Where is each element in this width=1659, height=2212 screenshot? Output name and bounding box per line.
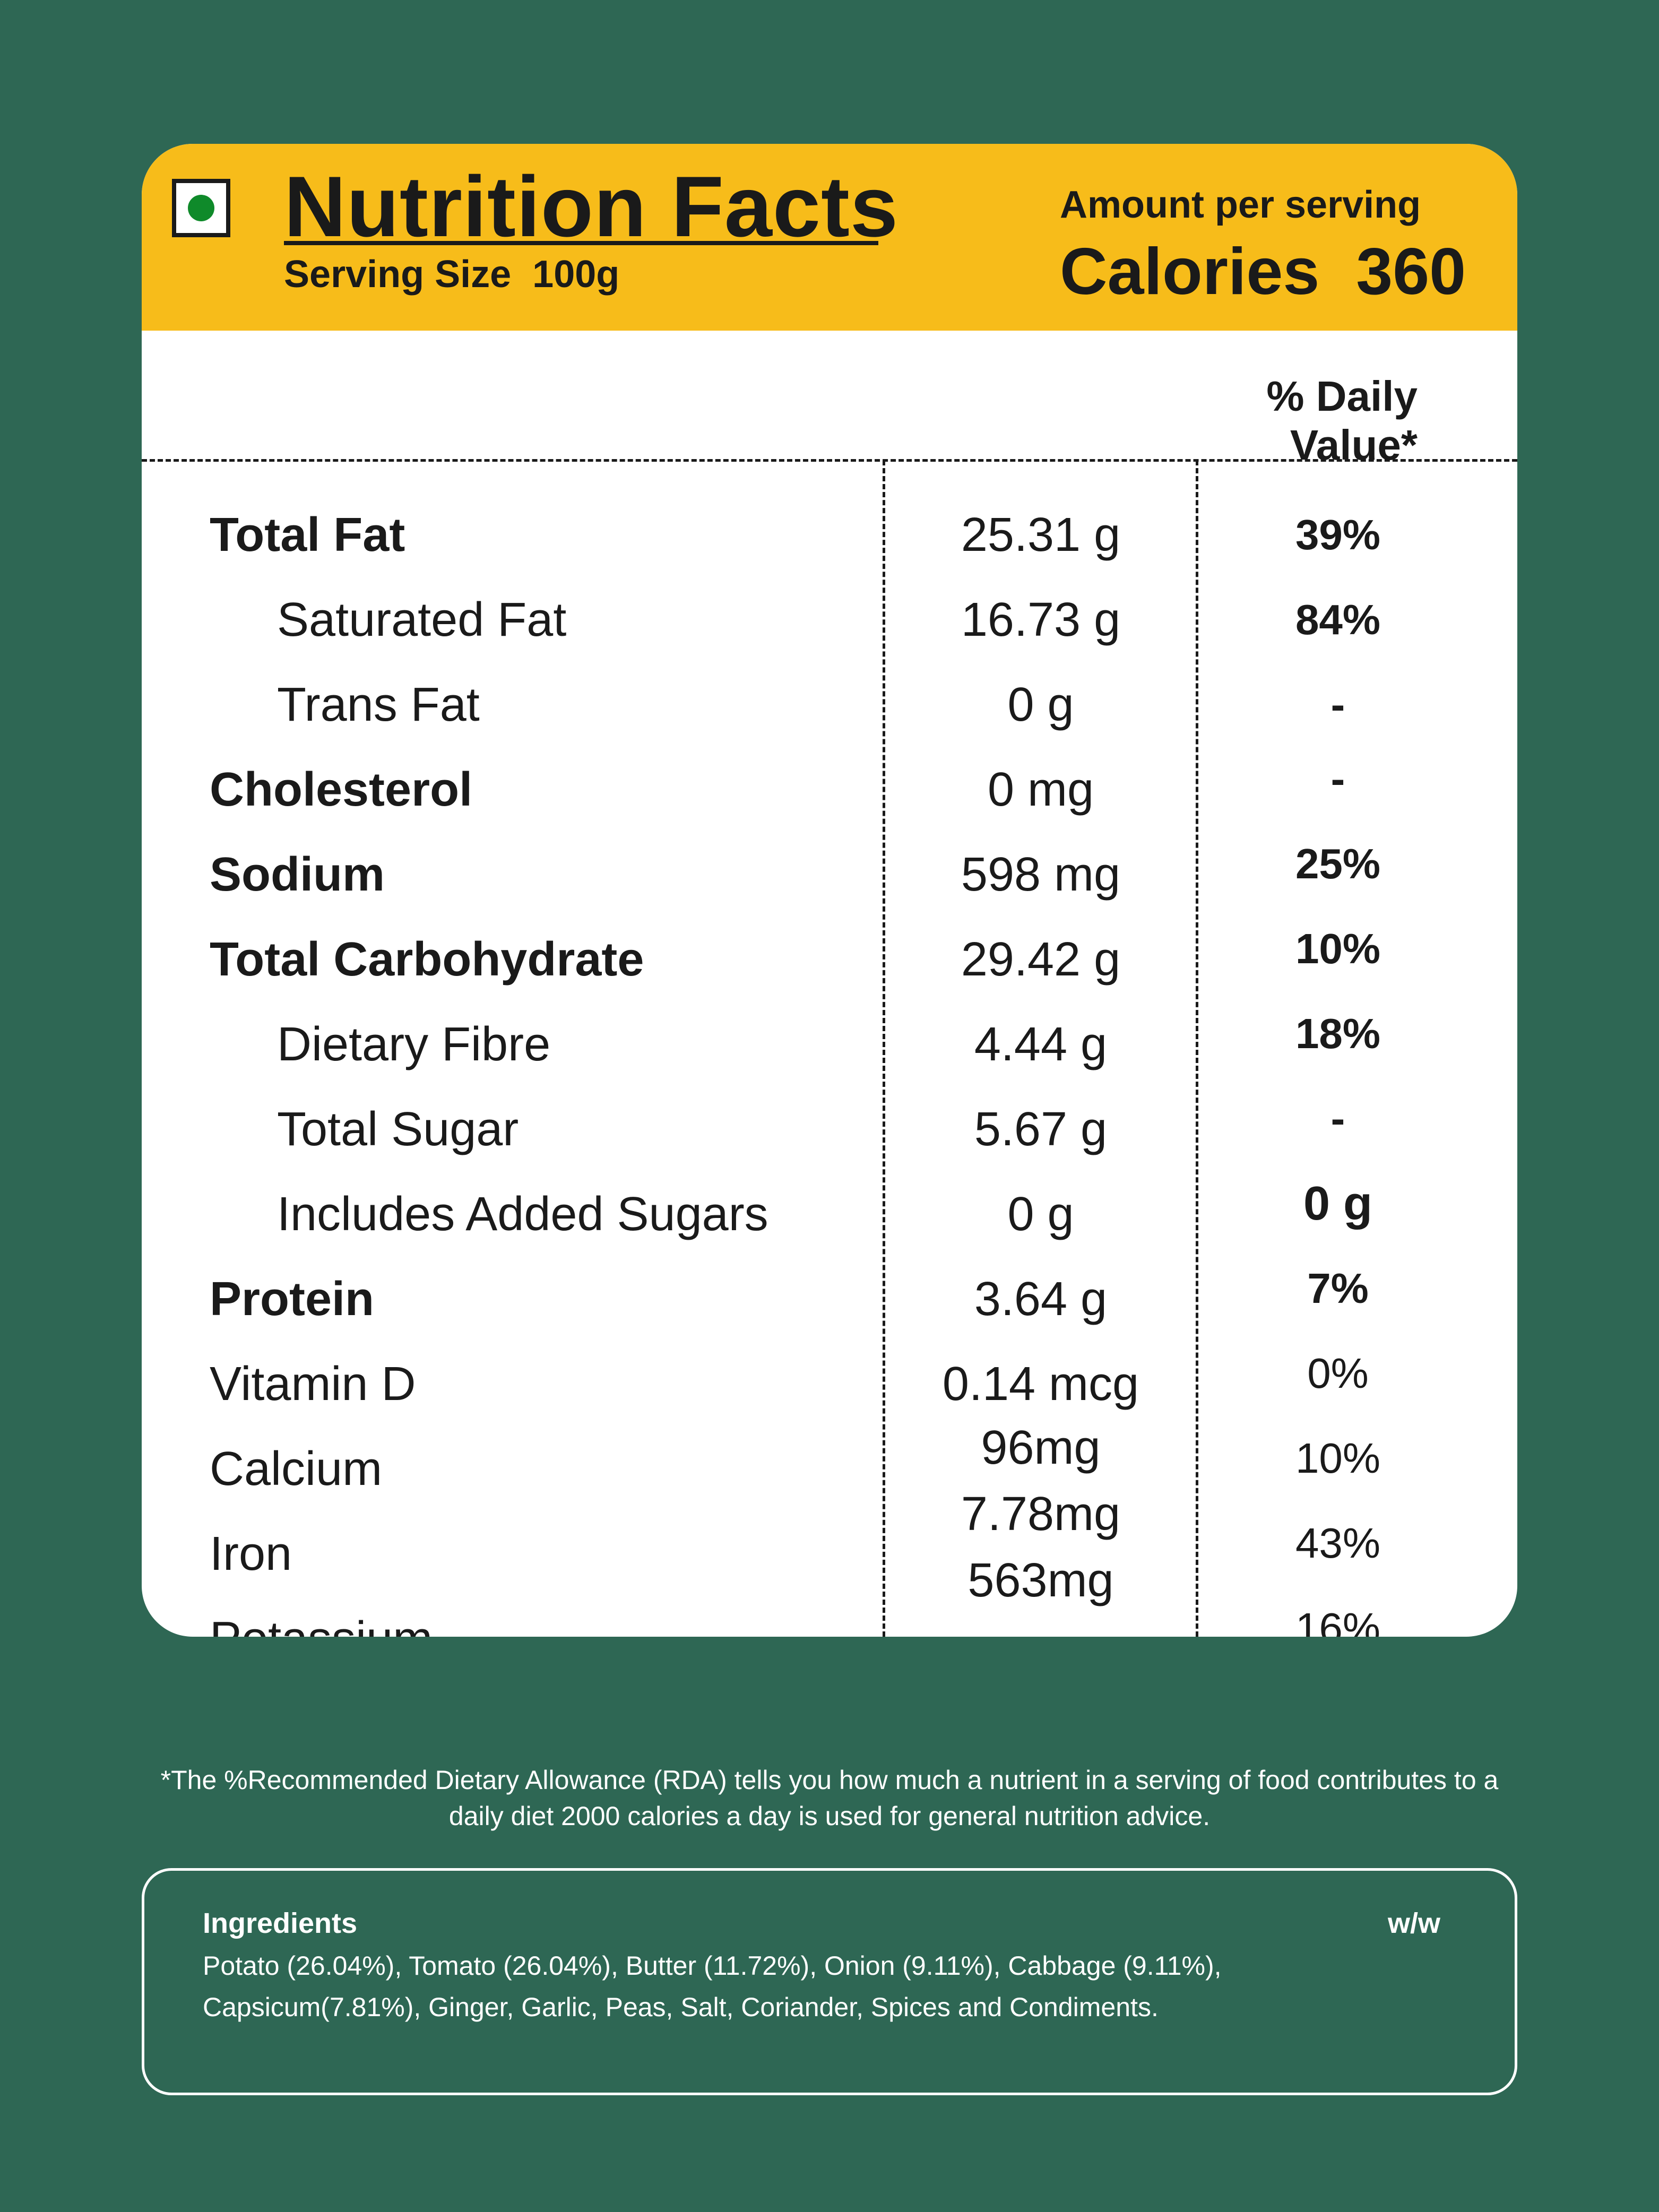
nutrient-amount: 0 mg	[987, 763, 1094, 816]
daily-value-header: % Daily Value*	[1266, 373, 1418, 469]
nutrient-name: Iron	[210, 1527, 292, 1580]
nutrient-row-iron: Iron 7.78mg 43%	[142, 1488, 1517, 1596]
veg-symbol-icon	[172, 179, 230, 237]
ingredients-basis: w/w	[1387, 1907, 1440, 1939]
nutrient-dv: 43%	[1295, 1519, 1381, 1567]
nutrient-name: Total Carbohydrate	[210, 933, 644, 986]
nutrient-row-saturated-fat: Saturated Fat 16.73 g 84%	[142, 577, 1517, 662]
dashed-column-divider-amount	[883, 460, 885, 1637]
nutrient-dv: 0 g	[1303, 1177, 1373, 1230]
nutrient-dv: -	[1330, 681, 1345, 728]
rda-footnote: *The %Recommended Dietary Allowance (RDA…	[160, 1765, 1499, 1831]
nutrient-row-dietary-fibre: Dietary Fibre 4.44 g 18%	[142, 1002, 1517, 1087]
nutrient-amount: 563mg	[967, 1554, 1114, 1607]
nutrient-name: Potassium	[210, 1596, 433, 1637]
calories: Calories 360	[1060, 235, 1466, 308]
nutrient-name: Total Fat	[210, 508, 405, 561]
nutrient-row-cholesterol: Cholesterol 0 mg -	[142, 747, 1517, 832]
nutrient-amount: 16.73 g	[961, 593, 1121, 646]
nutrient-dv: 84%	[1295, 596, 1381, 643]
nutrient-name: Protein	[210, 1273, 375, 1326]
nutrient-amount: 598 mg	[961, 848, 1121, 901]
nutrient-amount: 7.78mg	[961, 1488, 1121, 1541]
nutrient-dv: -	[1330, 755, 1345, 802]
nutrient-row-total-sugar: Total Sugar 5.67 g -	[142, 1087, 1517, 1172]
ingredients-box: Ingredients w/w Potato (26.04%), Tomato …	[142, 1868, 1517, 2095]
nutrient-dv: 18%	[1295, 1010, 1381, 1057]
nutrient-dv: -	[1330, 1095, 1345, 1142]
nutrient-row-total-fat: Total Fat 25.31 g 39%	[142, 492, 1517, 577]
nutrient-amount: 96mg	[981, 1421, 1101, 1474]
ingredients-list: Potato (26.04%), Tomato (26.04%), Butter…	[203, 1951, 1222, 2022]
dashed-column-divider-dv	[1196, 460, 1198, 1637]
nutrient-dv: 0%	[1307, 1350, 1369, 1397]
nutrient-name: Saturated Fat	[277, 593, 567, 646]
nutrition-facts-card: Nutrition Facts Serving Size 100g Amount…	[142, 144, 1517, 1637]
nutrient-row-calcium: Calcium 96mg 10%	[142, 1421, 1517, 1511]
nutrient-row-protein: Protein 3.64 g 7%	[142, 1257, 1517, 1342]
nutrient-name: Trans Fat	[277, 678, 480, 731]
nutrient-name: Cholesterol	[210, 763, 473, 816]
nutrient-dv: 7%	[1307, 1265, 1369, 1312]
nutrient-name: Sodium	[210, 848, 385, 901]
ingredients-title: Ingredients	[203, 1907, 358, 1939]
nutrient-name: Calcium	[210, 1442, 383, 1496]
nutrient-name: Dietary Fibre	[277, 1018, 551, 1071]
nutrient-amount: 4.44 g	[974, 1018, 1108, 1071]
nutrient-dv: 25%	[1295, 840, 1381, 887]
title-underline	[284, 241, 878, 245]
nutrient-dv: 16%	[1295, 1604, 1381, 1637]
nutrient-row-vitamin-d: Vitamin D 0.14 mcg 0%	[142, 1342, 1517, 1427]
nutrition-title: Nutrition Facts	[284, 159, 899, 255]
nutrient-amount: 25.31 g	[961, 508, 1121, 561]
nutrient-row-total-carbohydrate: Total Carbohydrate 29.42 g 10%	[142, 917, 1517, 1002]
nutrient-amount: 0 g	[1007, 678, 1074, 731]
nutrient-name: Includes Added Sugars	[277, 1188, 768, 1241]
nutrient-amount: 3.64 g	[974, 1273, 1108, 1326]
amount-per-serving-label: Amount per serving	[1060, 184, 1421, 226]
nutrient-row-potassium: Potassium 563mg 16%	[142, 1554, 1517, 1637]
nutrient-dv: 10%	[1295, 925, 1381, 972]
nutrient-name: Vitamin D	[210, 1358, 416, 1411]
nutrient-name: Total Sugar	[277, 1103, 519, 1156]
nutrient-dv: 10%	[1295, 1435, 1381, 1482]
dashed-divider	[142, 459, 1517, 462]
nutrient-amount: 29.42 g	[961, 933, 1121, 986]
nutrient-amount: 5.67 g	[974, 1103, 1108, 1156]
nutrient-amount: 0 g	[1007, 1188, 1074, 1241]
nutrient-row-sodium: Sodium 598 mg 25%	[142, 832, 1517, 917]
serving-size: Serving Size 100g	[284, 253, 620, 296]
nutrient-dv: 39%	[1295, 511, 1381, 558]
nutrient-row-added-sugars: Includes Added Sugars 0 g 0 g	[142, 1172, 1517, 1257]
nutrient-row-trans-fat: Trans Fat 0 g -	[142, 662, 1517, 747]
nutrient-amount: 0.14 mcg	[942, 1358, 1139, 1411]
nutrition-header: Nutrition Facts Serving Size 100g Amount…	[142, 144, 1517, 331]
